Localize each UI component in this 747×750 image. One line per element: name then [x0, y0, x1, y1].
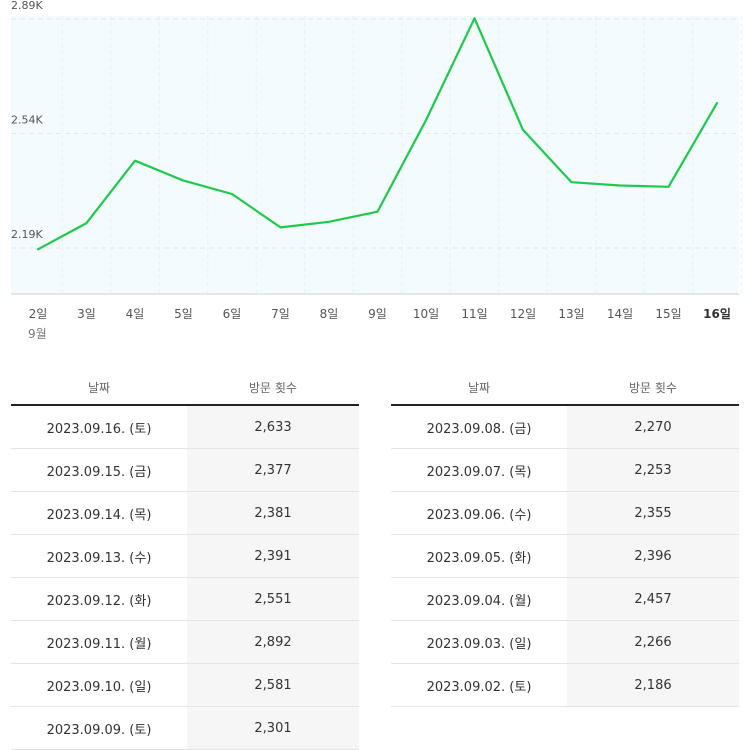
x-tick-label: 13일 [558, 307, 584, 321]
visits-column-header: 방문 횟수 [567, 370, 739, 406]
x-tick-label: 15일 [655, 307, 681, 321]
visits-cell: 2,892 [187, 620, 359, 664]
table-row: 2023.09.16. (토) 2,633 [11, 405, 359, 449]
visits-cell: 2,457 [567, 577, 739, 621]
table-row: 2023.09.14. (목) 2,381 [11, 491, 359, 535]
table-row: 2023.09.06. (수) 2,355 [391, 491, 739, 535]
date-cell: 2023.09.06. (수) [391, 491, 567, 535]
visits-cell: 2,301 [187, 706, 359, 750]
x-tick-label: 8일 [320, 307, 339, 321]
y-tick-label: 2.19K [11, 228, 43, 241]
visits-series-line [36, 17, 719, 251]
date-cell: 2023.09.14. (목) [11, 491, 187, 535]
date-column-header: 날짜 [11, 370, 187, 406]
visits-cell: 2,391 [187, 534, 359, 578]
visits-cell: 2,581 [187, 663, 359, 707]
x-group-label: 9월 [28, 327, 47, 341]
date-cell: 2023.09.11. (월) [11, 620, 187, 664]
visits-column-header: 방문 횟수 [187, 370, 359, 406]
date-cell: 2023.09.03. (일) [391, 620, 567, 664]
date-cell: 2023.09.05. (화) [391, 534, 567, 578]
date-cell: 2023.09.09. (토) [11, 706, 187, 750]
date-cell: 2023.09.04. (월) [391, 577, 567, 621]
table-row: 2023.09.03. (일) 2,266 [391, 620, 739, 664]
x-tick-label: 16일 [703, 307, 731, 321]
y-tick-label: 2.89K [11, 0, 43, 12]
x-tick-label: 11일 [461, 307, 487, 321]
plot-area [11, 16, 739, 294]
table-header-row: 날짜 방문 횟수 [11, 370, 359, 406]
visits-cell: 2,551 [187, 577, 359, 621]
date-column-header: 날짜 [391, 370, 567, 406]
date-cell: 2023.09.07. (목) [391, 448, 567, 492]
visits-cell: 2,253 [567, 448, 739, 492]
visits-table-right: 날짜 방문 횟수 2023.09.08. (금) 2,270 2023.09.07… [391, 370, 739, 707]
x-tick-label: 2일 [29, 307, 48, 321]
date-cell: 2023.09.15. (금) [11, 448, 187, 492]
table-row: 2023.09.11. (월) 2,892 [11, 620, 359, 664]
table-row: 2023.09.07. (목) 2,253 [391, 448, 739, 492]
x-tick-label: 12일 [510, 307, 536, 321]
table-row: 2023.09.04. (월) 2,457 [391, 577, 739, 621]
table-row: 2023.09.12. (화) 2,551 [11, 577, 359, 621]
table-row: 2023.09.10. (일) 2,581 [11, 663, 359, 707]
x-tick-label: 7일 [271, 307, 290, 321]
table-row: 2023.09.09. (토) 2,301 [11, 706, 359, 750]
x-tick-label: 3일 [77, 307, 96, 321]
x-tick-label: 14일 [607, 307, 633, 321]
x-tick-label: 4일 [126, 307, 145, 321]
visits-cell: 2,377 [187, 448, 359, 492]
date-cell: 2023.09.10. (일) [11, 663, 187, 707]
x-tick-label: 9일 [368, 307, 387, 321]
visits-cell: 2,633 [187, 405, 359, 449]
x-tick-label: 10일 [413, 307, 439, 321]
visits-cell: 2,266 [567, 620, 739, 664]
x-tick-label: 6일 [223, 307, 242, 321]
table-row: 2023.09.02. (토) 2,186 [391, 663, 739, 707]
visits-table-left: 날짜 방문 횟수 2023.09.16. (토) 2,633 2023.09.15… [11, 370, 359, 750]
x-tick-label: 5일 [174, 307, 193, 321]
visits-cell: 2,186 [567, 663, 739, 707]
visits-cell: 2,270 [567, 405, 739, 449]
visits-cell: 2,396 [567, 534, 739, 578]
table-row: 2023.09.08. (금) 2,270 [391, 405, 739, 449]
date-cell: 2023.09.08. (금) [391, 405, 567, 449]
visits-cell: 2,381 [187, 491, 359, 535]
date-cell: 2023.09.12. (화) [11, 577, 187, 621]
table-row: 2023.09.13. (수) 2,391 [11, 534, 359, 578]
date-cell: 2023.09.16. (토) [11, 405, 187, 449]
table-row: 2023.09.05. (화) 2,396 [391, 534, 739, 578]
table-header-row: 날짜 방문 횟수 [391, 370, 739, 406]
visits-cell: 2,355 [567, 491, 739, 535]
visits-line-chart: 2.19K 2.54K 2.89K 2일 3일 4일 5일 6일 7일 8일 9일 10일 11일 12일… [11, 0, 742, 341]
date-cell: 2023.09.02. (토) [391, 663, 567, 707]
date-cell: 2023.09.13. (수) [11, 534, 187, 578]
table-row: 2023.09.15. (금) 2,377 [11, 448, 359, 492]
y-tick-label: 2.54K [11, 114, 43, 127]
